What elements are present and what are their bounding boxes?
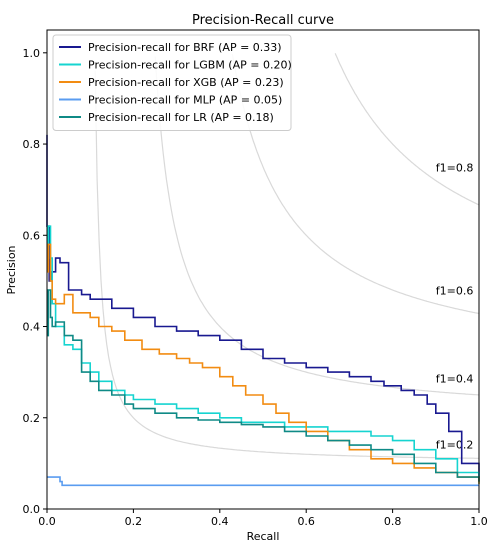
x-tick-label-3: 0.6: [297, 515, 315, 528]
plot-frame: [46, 29, 480, 510]
series-line-2: [47, 243, 480, 484]
y-tick-label-0: 0.0: [23, 503, 41, 516]
y-tick-label-5: 1.0: [23, 47, 41, 60]
series-lines: [46, 134, 480, 487]
iso-f1-curve-3: [334, 53, 480, 206]
x-tick-label-1: 0.2: [125, 515, 143, 528]
x-tick-label-2: 0.4: [211, 515, 229, 528]
x-tick-label-0: 0.0: [38, 515, 56, 528]
legend-label-1: Precision-recall for LGBM (AP = 0.20): [88, 59, 292, 72]
iso-f1-curves: f1=0.2 f1=0.4 f1=0.6 f1=0.8: [94, 53, 480, 459]
y-tick-label-3: 0.6: [23, 229, 41, 242]
iso-f1-curve-0: [94, 70, 479, 459]
iso-f1-label-2: f1=0.6: [436, 285, 474, 298]
y-tick-label-4: 0.8: [23, 138, 41, 151]
iso-f1-curve-1: [154, 56, 480, 396]
y-tick-label-1: 0.2: [23, 412, 41, 425]
series-line-3: [47, 476, 479, 487]
iso-f1-curve-2: [231, 53, 480, 315]
legend-label-4: Precision-recall for LR (AP = 0.18): [88, 111, 274, 124]
x-tick-label-4: 0.8: [384, 515, 402, 528]
y-tick-label-2: 0.4: [23, 321, 41, 334]
y-axis-title: Precision: [5, 245, 18, 294]
x-axis-title: Recall: [247, 530, 280, 543]
chart-title: Precision-Recall curve: [192, 13, 334, 28]
legend-label-0: Precision-recall for BRF (AP = 0.33): [88, 41, 282, 54]
legend-label-2: Precision-recall for XGB (AP = 0.23): [88, 76, 284, 89]
axis-ticks: 0.0 0.2 0.4 0.6 0.8 1.0 0.0 0.2 0.4 0.6 0.8 1.0: [23, 47, 488, 528]
legend-label-3: Precision-recall for MLP (AP = 0.05): [88, 94, 282, 107]
series-line-1: [47, 225, 480, 484]
series-line-4: [47, 289, 480, 482]
series-line-0: [46, 134, 480, 482]
iso-f1-label-3: f1=0.8: [436, 161, 474, 174]
x-tick-label-5: 1.0: [470, 515, 488, 528]
legend: Precision-recall for BRF (AP = 0.33) Prec…: [52, 34, 292, 131]
legend-box: [52, 34, 292, 131]
iso-f1-label-0: f1=0.2: [436, 439, 474, 452]
iso-f1-label-1: f1=0.4: [436, 373, 474, 386]
